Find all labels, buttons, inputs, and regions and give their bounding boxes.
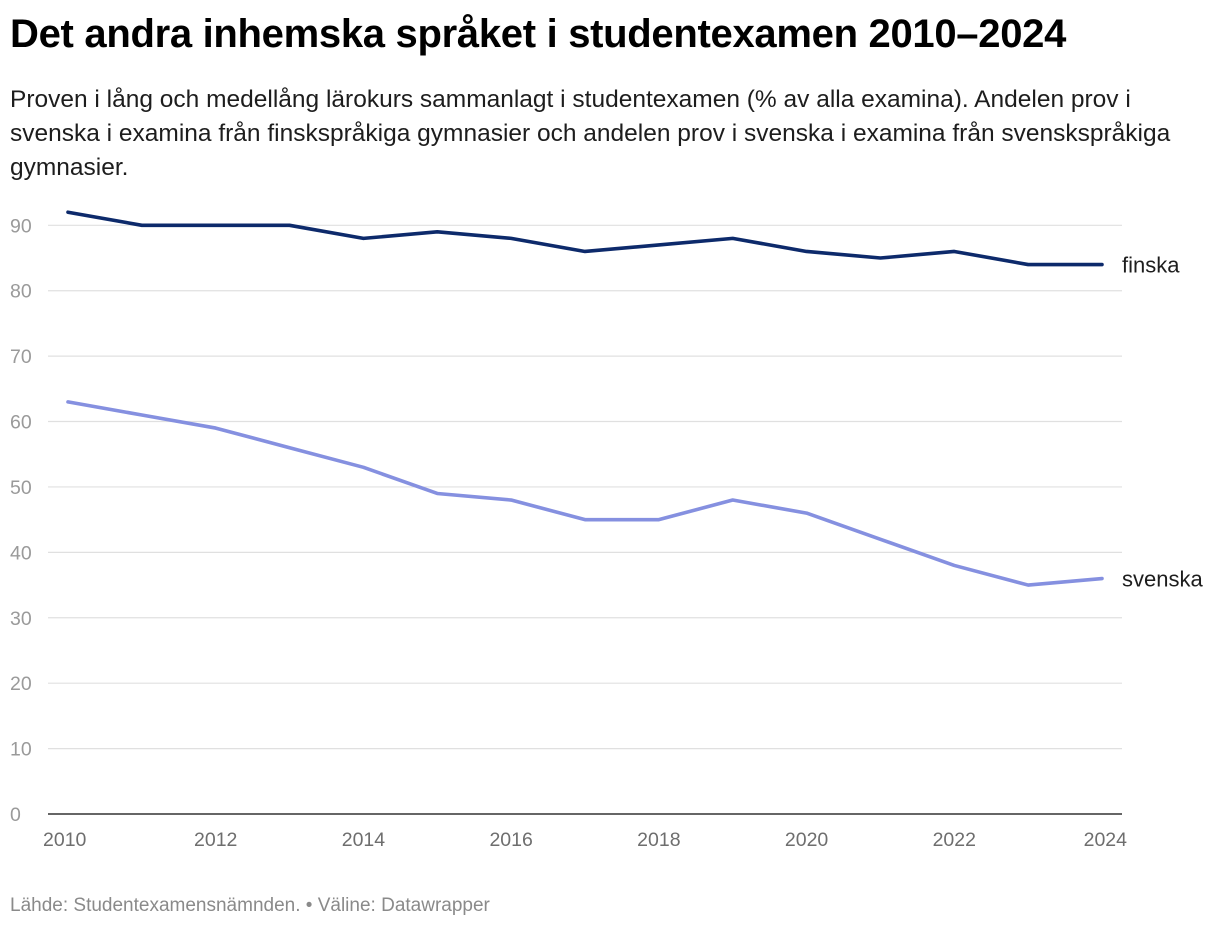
footer-separator: • (300, 895, 318, 916)
y-tick-label: 0 (10, 804, 21, 826)
y-tick-label: 40 (10, 542, 32, 564)
x-tick-label: 2018 (637, 829, 680, 851)
tool-credit: Väline: Datawrapper (317, 895, 490, 916)
y-tick-label: 60 (10, 412, 32, 434)
x-tick-label: 2020 (785, 829, 829, 851)
gridlines (48, 224, 1122, 815)
x-tick-label: 2010 (43, 829, 87, 851)
y-tick-label: 50 (10, 477, 32, 499)
chart-title: Det andra inhemska språket i studentexam… (10, 12, 1067, 56)
series-label-svenska: svenska (1122, 567, 1203, 592)
y-tick-label: 90 (10, 215, 32, 237)
y-tick-label: 10 (10, 739, 32, 761)
y-tick-label: 20 (10, 673, 32, 695)
series-label-finska: finska (1122, 253, 1180, 278)
series-labels: finska svenska (1122, 253, 1203, 592)
x-tick-label: 2022 (933, 829, 976, 851)
y-axis-ticks: 0 10 20 30 40 50 60 70 80 90 (10, 215, 32, 826)
chart-subtitle: Proven i lång och medellång lärokurs sam… (10, 86, 1171, 181)
chart-footer: Lähde: Studentexamensnämnden. • Väline: … (10, 895, 490, 917)
x-axis-ticks: 2010 2012 2014 2016 2018 2020 2022 2024 (43, 829, 1127, 851)
y-tick-label: 30 (10, 608, 32, 630)
y-tick-label: 70 (10, 346, 32, 368)
source-note: Lähde: Studentexamensnämnden. (10, 895, 301, 916)
series-lines (66, 210, 1104, 587)
x-tick-label: 2014 (342, 829, 386, 851)
x-tick-label: 2012 (194, 829, 237, 851)
series-line-svenska (66, 400, 1104, 587)
x-tick-label: 2024 (1084, 829, 1128, 851)
y-tick-label: 80 (10, 281, 32, 303)
line-chart: 0 10 20 30 40 50 60 70 80 90 2010 2012 2014 2016 2018… (10, 210, 1203, 851)
series-line-finska (66, 210, 1104, 267)
x-tick-label: 2016 (489, 829, 532, 851)
